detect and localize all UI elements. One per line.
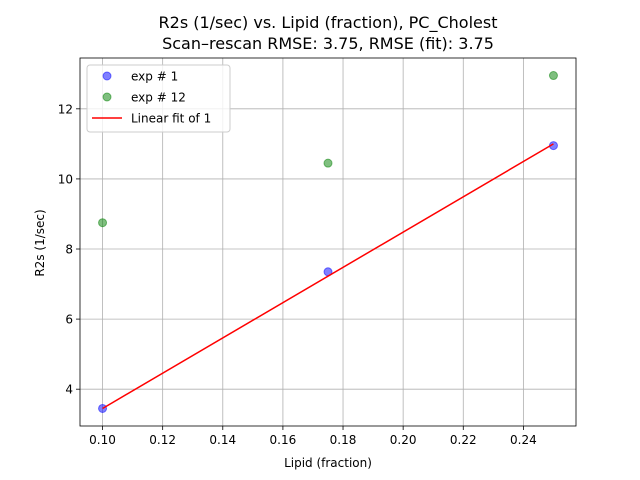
y-tick-label: 10: [58, 172, 73, 186]
legend-box: [86, 64, 231, 133]
legend-marker-exp1: [102, 71, 112, 81]
fit-line: [102, 143, 554, 410]
x-tick-label: 0.16: [270, 433, 297, 447]
legend-label-exp12: exp # 12: [131, 91, 186, 105]
y-tick-label: 12: [58, 102, 73, 116]
x-tick-label: 0.24: [510, 433, 537, 447]
legend-label-exp1: exp # 1: [131, 70, 178, 84]
data-point-series-1: [98, 218, 108, 228]
x-tick-label: 0.22: [450, 433, 477, 447]
x-axis-ticks: 0.10 0.12 0.14 0.16 0.18 0.20 0.22 0.24: [89, 426, 537, 447]
legend-marker-exp12: [102, 92, 112, 102]
plot-frame: [79, 57, 577, 427]
y-axis-ticks: 4 6 8 10 12: [58, 102, 80, 397]
x-axis-label: Lipid (fraction): [284, 456, 372, 470]
y-axis-label: R2s (1/sec): [33, 209, 47, 276]
x-tick-label: 0.12: [149, 433, 176, 447]
y-tick-label: 8: [65, 243, 73, 257]
x-tick-label: 0.20: [390, 433, 417, 447]
legend-label-fit: Linear fit of 1: [131, 112, 211, 126]
chart-title: R2s (1/sec) vs. Lipid (fraction), PC_Cho…: [159, 13, 498, 33]
legend: exp # 1 exp # 12 Linear fit of 1: [86, 64, 231, 133]
x-tick-label: 0.10: [89, 433, 116, 447]
x-tick-label: 0.14: [209, 433, 236, 447]
data-point-series-1: [323, 158, 333, 168]
data-point-series-1: [548, 71, 558, 81]
plot-series: [98, 71, 558, 413]
y-tick-label: 4: [65, 383, 73, 397]
x-tick-label: 0.18: [330, 433, 357, 447]
y-tick-label: 6: [65, 313, 73, 327]
chart-subtitle: Scan–rescan RMSE: 3.75, RMSE (fit): 3.75: [162, 34, 494, 53]
